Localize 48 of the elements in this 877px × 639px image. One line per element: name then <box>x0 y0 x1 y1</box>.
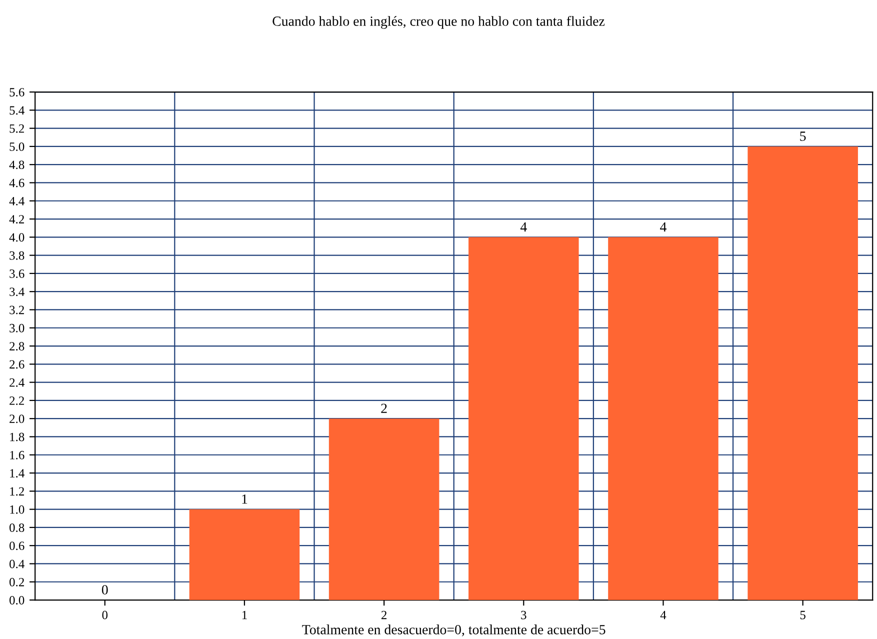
x-tick-label: 3 <box>521 610 526 620</box>
y-tick-label: 0.6 <box>10 542 24 550</box>
data-label: 5 <box>800 132 806 141</box>
y-tick-label: 2.0 <box>10 414 24 424</box>
y-tick-label: 5.2 <box>10 124 24 133</box>
y-tick-label: 2.8 <box>10 342 24 351</box>
y-tick-label: 3.4 <box>10 288 24 296</box>
y-tick-label: 4.6 <box>9 178 24 188</box>
data-label: 4 <box>660 222 666 232</box>
y-tick-label: 2.4 <box>10 378 24 387</box>
y-tick-label: 3.6 <box>10 270 24 278</box>
bar <box>468 237 579 600</box>
y-tick-label: 3.2 <box>10 306 24 314</box>
y-tick-label: 4.0 <box>9 233 24 242</box>
x-tick-label: 4 <box>660 610 666 620</box>
bar <box>189 509 300 600</box>
y-tick-label: 1.0 <box>10 505 24 514</box>
x-tick-label: 1 <box>242 610 247 620</box>
y-tick-label: 4.2 <box>9 215 24 224</box>
y-tick-label: 1.8 <box>10 432 24 442</box>
data-label: 1 <box>242 494 248 504</box>
y-tick-label: 0.4 <box>10 560 24 568</box>
y-tick-label: 0.0 <box>10 596 24 605</box>
bar <box>748 146 858 600</box>
data-label: 4 <box>520 222 527 232</box>
chart-title: Cuando hablo en inglés, creo que no hablo con tanta fluidez <box>272 16 605 29</box>
y-tick-label: 1.2 <box>10 487 24 496</box>
x-tick-label: 0 <box>102 610 108 620</box>
y-tick-label: 5.4 <box>10 106 24 115</box>
y-tick-label: 3.8 <box>10 251 24 260</box>
y-tick-label: 0.8 <box>10 523 24 532</box>
y-tick-label: 0.2 <box>10 578 24 586</box>
y-tick-label: 1.6 <box>10 450 24 460</box>
bar <box>328 418 440 600</box>
bar <box>608 237 718 600</box>
y-tick-label: 1.4 <box>10 469 24 478</box>
y-tick-label: 5.0 <box>10 142 24 151</box>
data-label: 0 <box>102 585 108 594</box>
x-tick-label: 5 <box>800 610 806 620</box>
x-axis-title: Totalmente en desacuerdo=0, totalmente de acuerdo=5 <box>302 624 606 636</box>
y-tick-label: 5.6 <box>10 88 24 97</box>
y-tick-label: 2.6 <box>10 360 24 369</box>
y-tick-label: 2.2 <box>10 396 24 405</box>
y-tick-label: 3.0 <box>10 324 24 332</box>
y-tick-label: 4.4 <box>9 196 24 206</box>
y-tick-label: 4.8 <box>9 160 24 170</box>
x-tick-label: 2 <box>381 610 386 620</box>
data-label: 2 <box>381 404 387 413</box>
